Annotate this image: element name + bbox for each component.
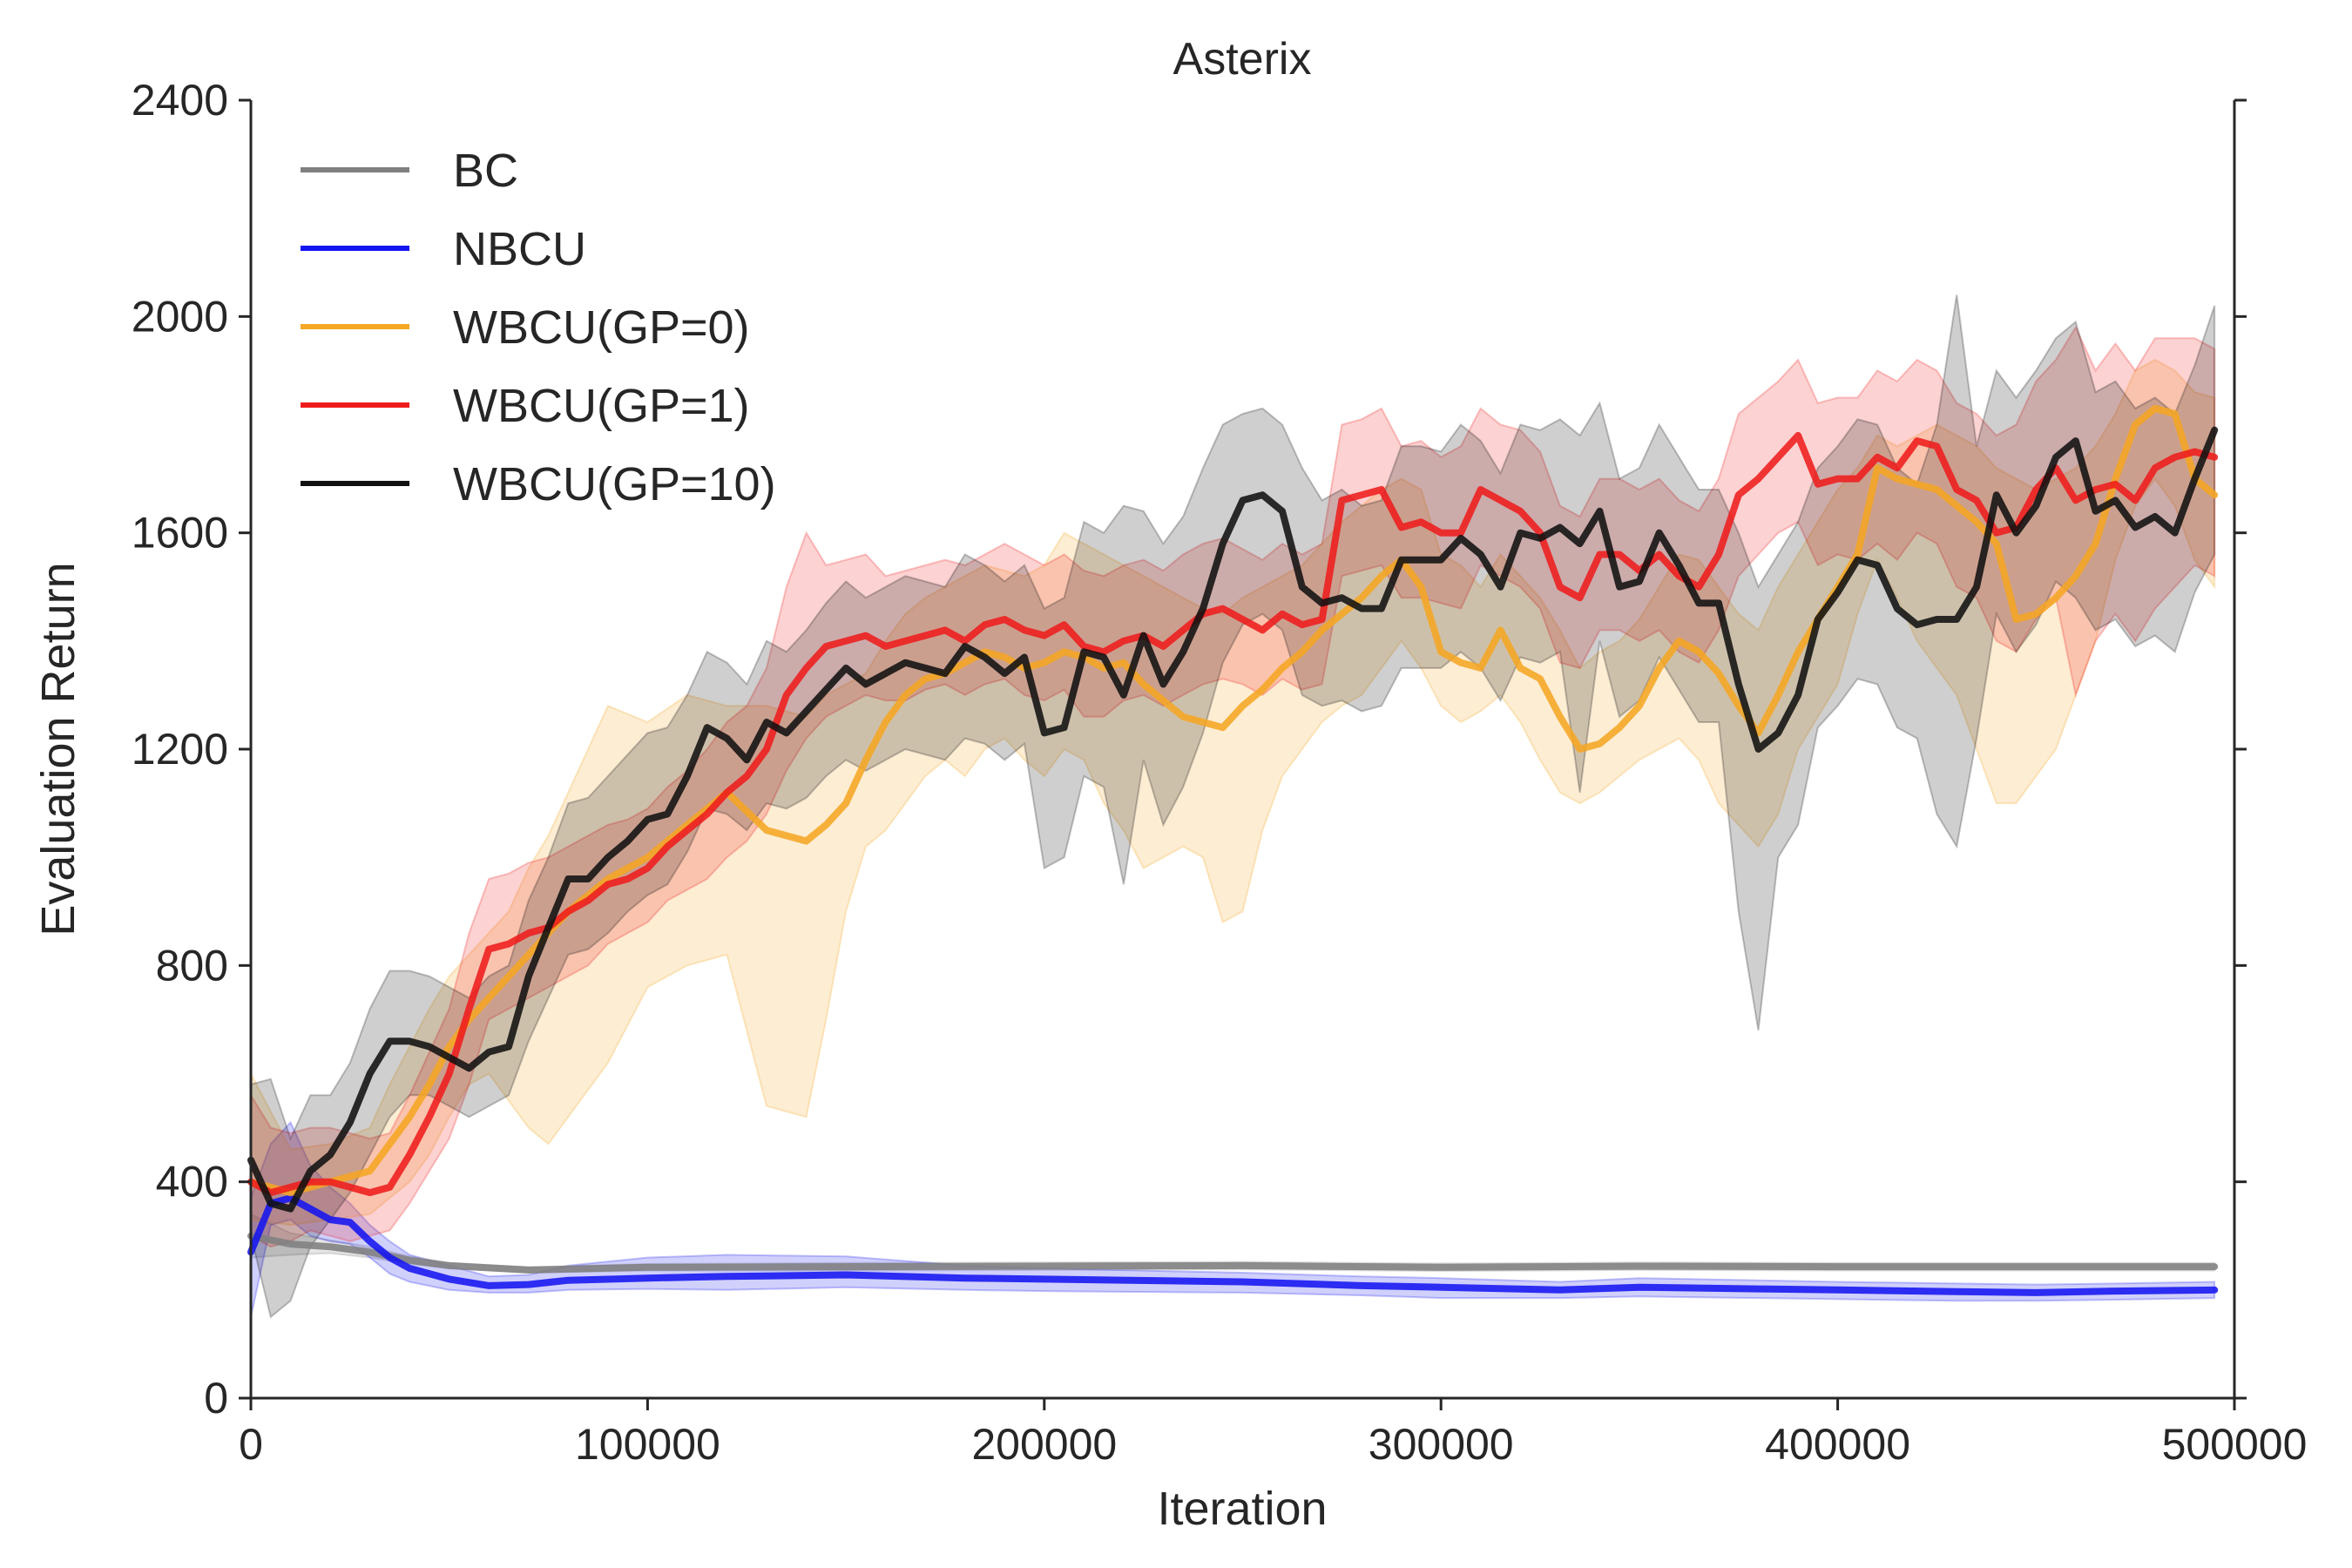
confidence-bands	[250, 294, 2216, 1319]
y-tick-label: 0	[204, 1374, 228, 1423]
y-tick-label: 1600	[132, 509, 228, 558]
ticks: 0 400 800 1200 1600 2000 2400 0 100000 200000 3000…	[132, 76, 2308, 1469]
series-line-nbcu	[247, 1194, 2219, 1296]
x-tick-label: 500000	[2162, 1420, 2308, 1469]
x-axis-title: Iteration	[1157, 1483, 1327, 1535]
legend-label: BC	[453, 145, 518, 197]
band-wbcu-gp-1	[250, 325, 2216, 1248]
y-tick-label: 400	[156, 1158, 228, 1206]
legend-item-wbcu-gp-0: WBCU(GP=0)	[301, 301, 750, 354]
legend: BC NBCU WBCU(GP=0) WBCU(GP=1) WBCU(GP=10)	[301, 145, 776, 510]
series-line-wbcu-gp-0	[247, 404, 2219, 1197]
legend-item-wbcu-gp-1: WBCU(GP=1)	[301, 380, 750, 432]
x-tick-label: 300000	[1369, 1420, 1514, 1469]
x-tick-label: 200000	[971, 1420, 1117, 1469]
y-tick-label: 800	[156, 941, 228, 990]
legend-label: WBCU(GP=0)	[453, 301, 750, 354]
y-tick-label: 2400	[132, 76, 228, 125]
series-line-wbcu-gp-10	[247, 426, 2219, 1213]
band-wbcu-gp-0	[250, 358, 2216, 1227]
y-tick-label: 1200	[132, 725, 228, 774]
series-line-wbcu-gp-1	[247, 431, 2219, 1197]
x-tick-label: 100000	[575, 1420, 720, 1469]
legend-item-bc: BC	[301, 145, 518, 197]
y-tick-label: 2000	[132, 292, 228, 341]
x-tick-label: 0	[239, 1420, 263, 1469]
y-axis-title: Evaluation Return	[32, 562, 84, 936]
legend-item-nbcu: NBCU	[301, 223, 586, 275]
series-lines	[247, 404, 2219, 1296]
series-line-bc	[247, 1232, 2219, 1274]
x-tick-label: 400000	[1765, 1420, 1910, 1469]
chart-title: Asterix	[1173, 34, 1312, 84]
legend-label: WBCU(GP=10)	[453, 458, 776, 510]
legend-label: WBCU(GP=1)	[453, 380, 750, 432]
legend-item-wbcu-gp-10: WBCU(GP=10)	[301, 458, 776, 510]
legend-label: NBCU	[453, 223, 586, 275]
